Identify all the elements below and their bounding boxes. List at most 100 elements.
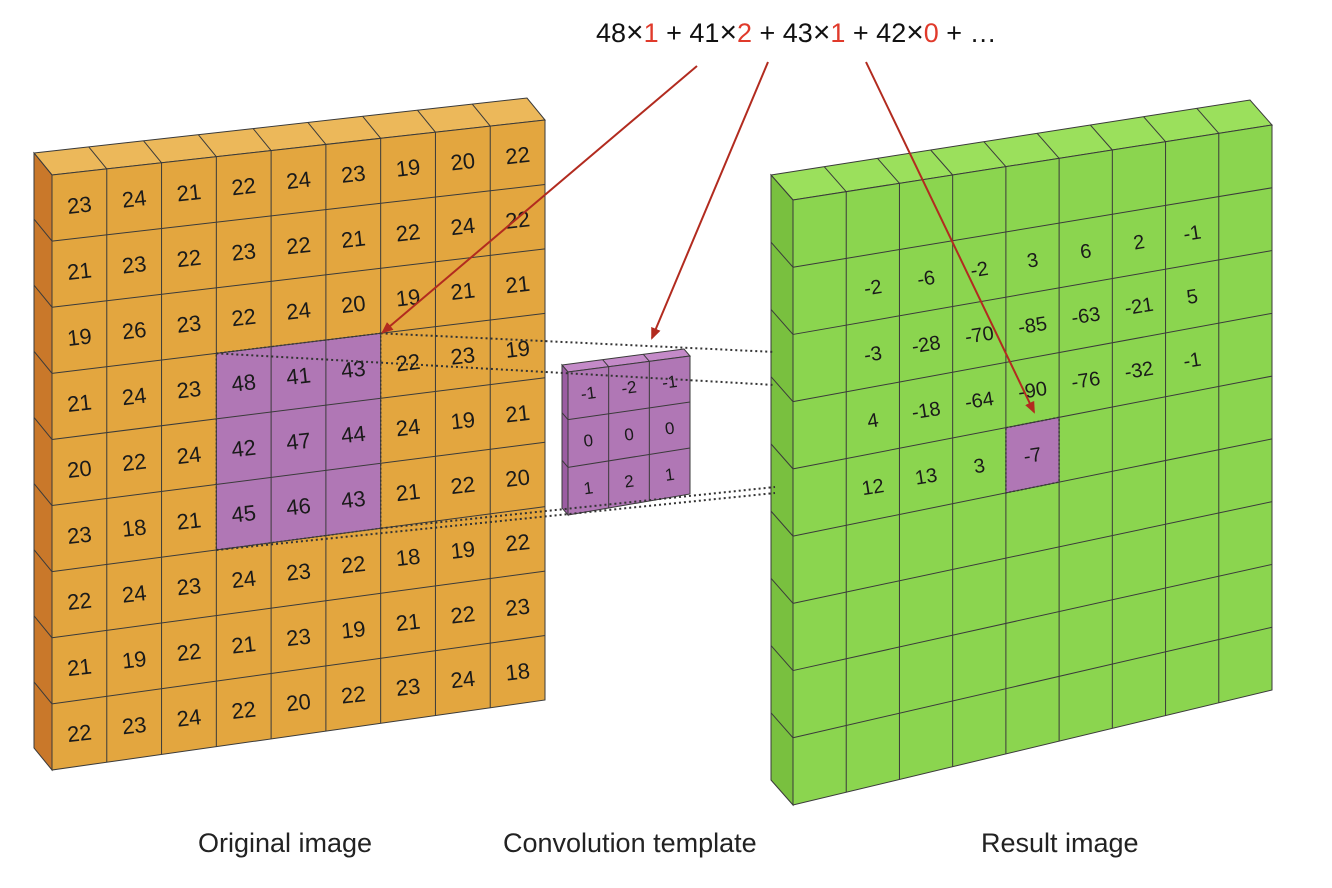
original-cell-value: 20 [66,455,93,483]
result-cell-value: -2 [862,276,883,300]
formula-plus: + [845,18,877,48]
formula-plus: + [658,18,690,48]
result-cell-value: 4 [866,409,880,432]
result-top-edge [877,158,900,184]
original-cell-value: 43 [340,486,367,514]
result-cell-value: -85 [1017,313,1049,339]
result-cell-value: 2 [1132,231,1146,254]
template-cell-value: 1 [664,465,676,485]
original-cell-value: 18 [504,658,531,686]
original-cell-value: 23 [66,191,93,219]
original-top-edge [252,128,272,151]
original-side-edge [33,549,53,572]
original-cell-value: 21 [175,179,202,207]
original-cell-value: 24 [175,442,202,470]
original-side-edge [33,615,53,639]
original-cell-value: 22 [395,349,422,377]
original-cell-value: 20 [449,148,476,176]
original-cell-value: 21 [395,609,422,637]
result-top-edge [1036,133,1060,159]
original-cell-value: 21 [175,507,202,535]
original-cell-value: 22 [121,449,148,477]
result-cell-value: -2 [969,258,990,282]
original-grid-line [51,248,546,308]
original-cell-value: 23 [175,310,202,338]
formula-pixel-value: 43 [782,18,813,48]
original-side-edge [33,351,53,374]
result-cell-value: 6 [1079,240,1093,263]
formula-kernel-weight: 0 [923,18,939,48]
result-cell-value: -1 [1182,222,1203,246]
original-cell-value: 44 [340,421,367,449]
result-cell-value: -90 [1017,378,1049,404]
original-cell-value: 23 [285,558,312,586]
projection-line [380,486,776,530]
formula-ellipsis: … [969,18,997,48]
arrow-to-template [651,61,769,340]
original-cell-value: 21 [504,400,531,428]
result-cell-value: -32 [1123,358,1155,384]
formula-kernel-weight: 1 [643,18,659,48]
result-cell-value: -63 [1070,303,1102,329]
original-cell-value: 21 [66,654,93,682]
original-cell-value: 22 [66,720,93,748]
projection-lines [216,332,776,551]
original-cell-value: 21 [340,225,367,253]
result-side-face [770,173,794,807]
result-grid-line [792,375,1273,470]
result-grid-line [792,501,1273,604]
result-side-edge [770,443,794,470]
original-cell-value: 23 [340,160,367,188]
original-grid-line [51,312,546,374]
original-cell-value: 21 [66,257,93,285]
original-cell-value: 24 [230,566,257,594]
result-cell-value: 13 [914,465,939,490]
formula-expression: 48×1 + 41×2 + 43×1 + 42×0 + … [596,16,997,50]
template-top-edge [642,354,650,362]
result-cell-value: -7 [1022,444,1043,468]
original-cell-value: 48 [230,369,257,397]
original-cell-value: 22 [504,142,531,170]
result-top-edge [1089,124,1113,151]
original-cell-value: 22 [175,639,202,667]
result-top-edge [983,141,1007,167]
original-grid-line [51,635,546,705]
result-cell-value: -76 [1070,368,1102,394]
result-cell-value: 3 [972,455,986,478]
result-side-edge [770,712,794,739]
result-grid-line [792,438,1273,537]
original-cell-value: 24 [395,414,422,442]
formula-times: × [906,16,924,49]
original-cell-value: 19 [66,323,93,351]
original-side-edge [33,284,53,308]
original-side-edge [33,417,53,440]
formula-arrows [381,61,1035,414]
projection-line [216,352,776,386]
original-cell-value: 19 [395,154,422,182]
result-grid-line [792,187,1273,268]
result-cell-value: -21 [1123,294,1155,320]
original-cell-value: 23 [504,594,531,622]
original-cell-value: 22 [175,245,202,273]
result-cell-value: -28 [910,332,942,358]
original-top-edge [88,146,108,170]
original-cell-value: 19 [340,616,367,644]
original-grid-line [51,183,546,242]
formula-times: × [719,16,737,49]
template-side-edge [561,412,569,420]
original-cell-value: 24 [285,297,312,325]
original-cell-value: 21 [449,277,476,305]
result-cell-value: -1 [1182,349,1203,373]
original-cell-value: 23 [66,521,93,549]
original-cell-value: 43 [340,356,367,384]
original-image-label: Original image [198,828,373,858]
template-cell-value: 0 [582,431,594,451]
original-cell-value: 21 [66,389,93,417]
result-side-edge [770,376,794,402]
original-cell-value: 21 [504,271,531,299]
original-top-edge [471,103,491,127]
original-cell-value: 22 [230,696,257,724]
original-cell-value: 24 [285,167,312,195]
template-grid-line [567,447,691,468]
